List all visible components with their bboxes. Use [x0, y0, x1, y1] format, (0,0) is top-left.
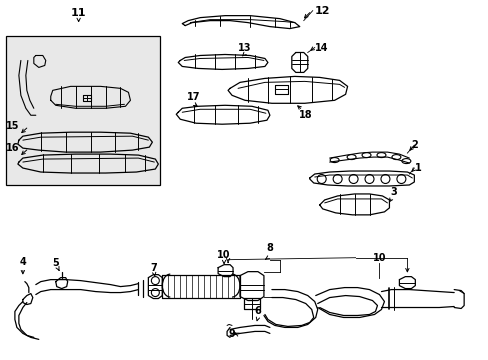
Text: 10: 10	[217, 250, 230, 260]
Text: 14: 14	[314, 42, 328, 53]
Text: 9: 9	[228, 329, 235, 339]
Text: 16: 16	[6, 143, 20, 153]
Text: 15: 15	[6, 121, 20, 131]
Text: 10: 10	[372, 253, 386, 263]
Text: 12: 12	[314, 6, 330, 15]
Text: 1: 1	[414, 163, 421, 173]
Text: 4: 4	[20, 257, 26, 267]
Text: 6: 6	[254, 306, 261, 316]
Text: 3: 3	[389, 187, 396, 197]
Text: 7: 7	[150, 263, 157, 273]
Text: 11: 11	[71, 8, 86, 18]
Text: 17: 17	[186, 92, 200, 102]
Text: 8: 8	[266, 243, 273, 253]
Text: 5: 5	[52, 258, 59, 268]
Text: 2: 2	[410, 140, 417, 150]
Bar	[6, 36, 160, 185]
Text: 13: 13	[238, 42, 251, 53]
Text: 18: 18	[298, 110, 312, 120]
